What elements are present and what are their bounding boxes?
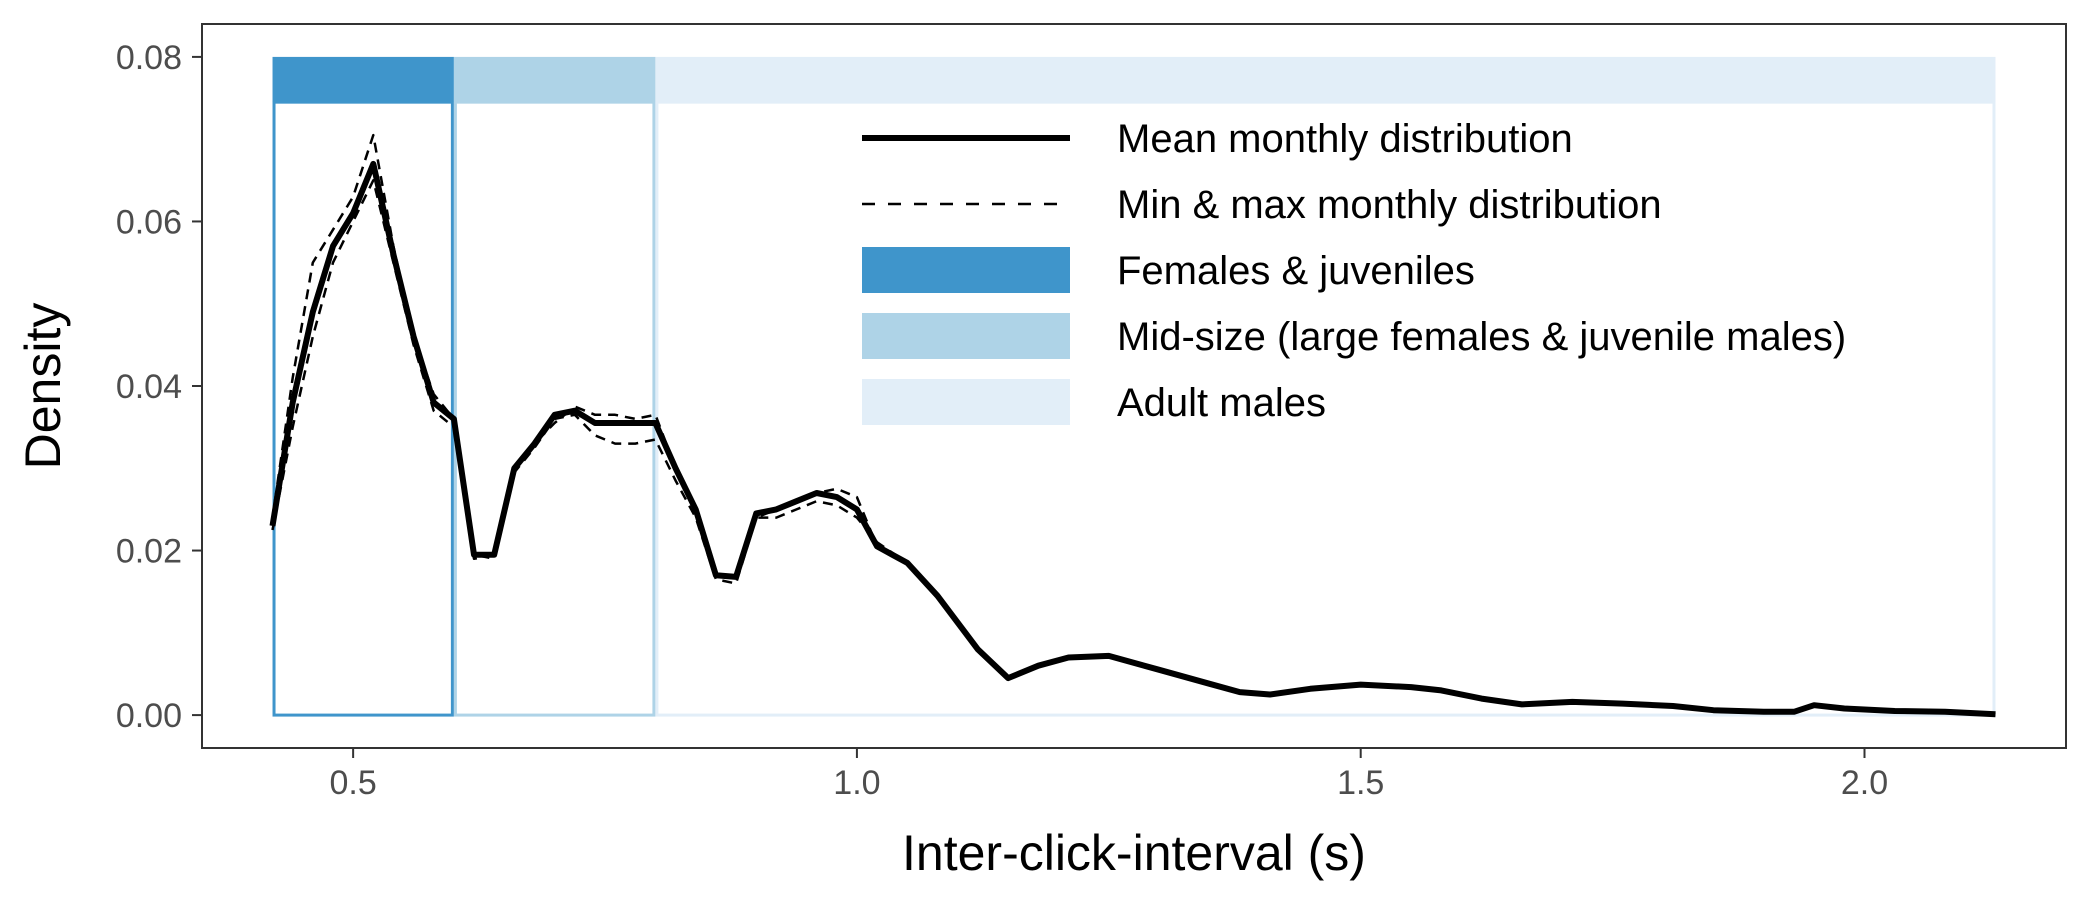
- x-tick-label-0: 0.5: [330, 764, 377, 802]
- y-tick-label-4: 0.08: [116, 39, 182, 77]
- x-tick-label-3: 2.0: [1841, 764, 1888, 802]
- y-tick-label-3: 0.06: [116, 203, 182, 241]
- band-outline-1: [453, 100, 656, 717]
- legend: Mean monthly distribution Min & max month…: [862, 117, 1846, 425]
- legend-key-swatch-3: [862, 313, 1070, 359]
- legend-label-4: Adult males: [1117, 381, 1326, 425]
- series-line-2: [271, 179, 1996, 716]
- band-outline-2: [655, 100, 1996, 717]
- legend-label-1: Min & max monthly distribution: [1117, 183, 1662, 227]
- legend-label-3: Mid-size (large females & juvenile males…: [1117, 315, 1846, 359]
- band-outline-0: [272, 100, 454, 717]
- band-cap-0: [272, 56, 454, 103]
- x-tick-label-1: 1.0: [833, 764, 880, 802]
- y-tick-label-1: 0.02: [116, 533, 182, 571]
- y-tick-label-0: 0.00: [116, 697, 182, 735]
- density-lines: [269, 133, 1996, 718]
- legend-key-swatch-2: [862, 247, 1070, 293]
- x-axis-title: Inter-click-interval (s): [902, 825, 1366, 881]
- x-axis: 0.5 1.0 1.5 2.0: [330, 748, 1888, 802]
- legend-key-swatch-4: [862, 379, 1070, 425]
- y-tick-label-2: 0.04: [116, 368, 182, 406]
- legend-label-0: Mean monthly distribution: [1117, 117, 1573, 161]
- y-axis: 0.00 0.02 0.04 0.06 0.08: [116, 39, 202, 735]
- band-cap-1: [453, 56, 656, 103]
- legend-label-2: Females & juveniles: [1117, 249, 1475, 293]
- x-tick-label-2: 1.5: [1337, 764, 1384, 802]
- y-axis-title: Density: [15, 303, 71, 470]
- band-cap-2: [655, 56, 1996, 103]
- size-class-bands: [272, 56, 1996, 717]
